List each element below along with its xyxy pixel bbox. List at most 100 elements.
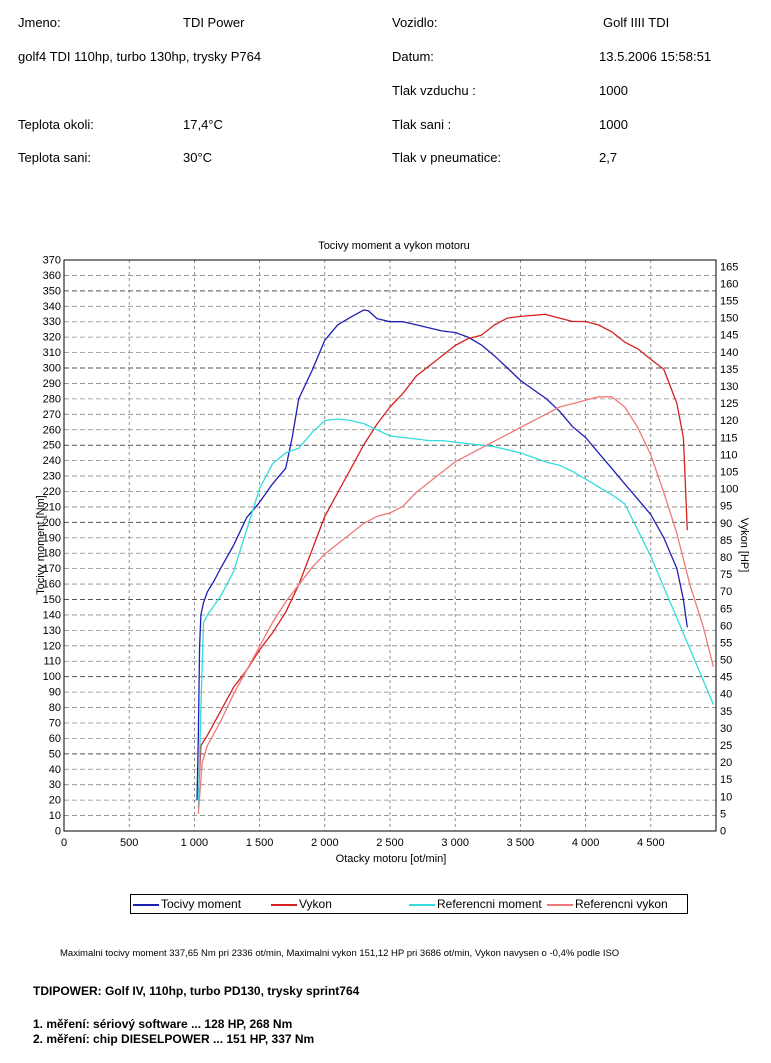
y2-tick-label: 5 bbox=[720, 808, 726, 820]
y-tick-label: 370 bbox=[43, 255, 61, 267]
y2-tick-label: 135 bbox=[720, 364, 738, 376]
x-axis-label: Otacky motoru [ot/min] bbox=[336, 853, 447, 865]
y-tick-label: 160 bbox=[43, 579, 61, 591]
y2-tick-label: 70 bbox=[720, 586, 732, 598]
series-line-2 bbox=[197, 418, 714, 808]
y-tick-label: 330 bbox=[43, 316, 61, 328]
y-tick-label: 20 bbox=[49, 795, 61, 807]
y2-tick-label: 110 bbox=[720, 449, 738, 461]
y2-tick-label: 155 bbox=[720, 296, 738, 308]
y-tick-label: 310 bbox=[43, 347, 61, 359]
y-tick-label: 30 bbox=[49, 779, 61, 791]
legend-label-ref-moment: Referencni moment bbox=[437, 897, 542, 911]
y2-tick-label: 85 bbox=[720, 535, 732, 547]
x-tick-label: 2 500 bbox=[376, 837, 404, 849]
datum-value: 13.5.2006 15:58:51 bbox=[599, 49, 712, 64]
datum-label: Datum: bbox=[392, 49, 434, 64]
measurement-2: 2. měření: chip DIESELPOWER ... 151 HP, … bbox=[33, 1032, 315, 1046]
legend-swatch-ref-vykon bbox=[547, 903, 573, 906]
y2-tick-label: 115 bbox=[720, 432, 738, 444]
x-tick-label: 1 500 bbox=[246, 837, 274, 849]
tlak-sani-label: Tlak sani : bbox=[392, 117, 452, 132]
y-tick-label: 260 bbox=[43, 424, 61, 436]
plot-frame bbox=[63, 259, 717, 832]
y2-tick-label: 60 bbox=[720, 620, 732, 632]
series-line-3 bbox=[197, 396, 715, 814]
y-tick-label: 80 bbox=[49, 702, 61, 714]
y-tick-label: 100 bbox=[43, 671, 61, 683]
y2-tick-label: 100 bbox=[720, 484, 738, 496]
x-tick-label: 2 000 bbox=[311, 837, 339, 849]
tlak-vzduchu-label: Tlak vzduchu : bbox=[392, 83, 476, 98]
y-tick-label: 0 bbox=[55, 826, 61, 838]
y2-tick-label: 125 bbox=[720, 398, 738, 410]
legend-item-moment: Tocivy moment bbox=[133, 897, 241, 911]
y-tick-label: 70 bbox=[49, 717, 61, 729]
series-line-1 bbox=[197, 313, 688, 797]
y-tick-label: 60 bbox=[49, 733, 61, 745]
y2-tick-label: 165 bbox=[720, 261, 738, 273]
vozidlo-value: Golf IIII TDI bbox=[603, 15, 670, 30]
y-tick-label: 170 bbox=[43, 563, 61, 575]
y-tick-label: 110 bbox=[43, 656, 61, 668]
teplota-sani-label: Teplota sani: bbox=[18, 150, 91, 165]
y-tick-label: 290 bbox=[43, 378, 61, 390]
x-tick-label: 4 500 bbox=[637, 837, 665, 849]
y2-tick-label: 150 bbox=[720, 313, 738, 325]
x-tick-label: 3 500 bbox=[507, 837, 535, 849]
y2-tick-label: 10 bbox=[720, 791, 732, 803]
y2-tick-label: 55 bbox=[720, 637, 732, 649]
y2-tick-label: 105 bbox=[720, 466, 738, 478]
y2-tick-label: 160 bbox=[720, 278, 738, 290]
y-tick-label: 50 bbox=[49, 748, 61, 760]
y-axis-label: Tocivy moment [Nm] bbox=[35, 495, 47, 595]
legend-label-ref-vykon: Referencni vykon bbox=[575, 897, 668, 911]
y2-tick-label: 65 bbox=[720, 603, 732, 615]
chart-legend: Tocivy moment Vykon Referencni moment Re… bbox=[130, 894, 688, 914]
y-tick-label: 180 bbox=[43, 548, 61, 560]
y2-tick-label: 25 bbox=[720, 740, 732, 752]
jmeno-label: Jmeno: bbox=[18, 15, 61, 30]
tlak-pneumatice-value: 2,7 bbox=[599, 150, 618, 165]
summary-title: TDIPOWER: Golf IV, 110hp, turbo PD130, t… bbox=[33, 984, 360, 998]
y2-tick-label: 30 bbox=[720, 723, 732, 735]
y-tick-label: 150 bbox=[43, 594, 61, 606]
y-tick-label: 40 bbox=[49, 764, 61, 776]
chart-axes: 0102030405060708090100110120130140150160… bbox=[43, 255, 739, 850]
description-text: golf4 TDI 110hp, turbo 130hp, trysky P76… bbox=[18, 49, 262, 64]
legend-swatch-moment bbox=[133, 903, 159, 906]
legend-item-vykon: Vykon bbox=[271, 897, 332, 911]
y-tick-label: 90 bbox=[49, 687, 61, 699]
y2-tick-label: 45 bbox=[720, 672, 732, 684]
x-tick-label: 4 000 bbox=[572, 837, 600, 849]
chart-series bbox=[196, 309, 715, 814]
teplota-sani-value: 30°C bbox=[183, 150, 213, 165]
y-tick-label: 120 bbox=[43, 640, 61, 652]
y-tick-label: 360 bbox=[43, 270, 61, 282]
y2-tick-label: 145 bbox=[720, 330, 738, 342]
x-tick-label: 3 000 bbox=[441, 837, 469, 849]
y-tick-label: 350 bbox=[43, 285, 61, 297]
y2-tick-label: 90 bbox=[720, 518, 732, 530]
y2-tick-label: 80 bbox=[720, 552, 732, 564]
y2-axis-label: Vykon [HP] bbox=[738, 518, 750, 573]
series-line-0 bbox=[196, 309, 688, 801]
y2-tick-label: 35 bbox=[720, 706, 732, 718]
y-tick-label: 210 bbox=[43, 501, 61, 513]
y2-tick-label: 75 bbox=[720, 569, 732, 581]
y-tick-label: 190 bbox=[43, 532, 61, 544]
chart-grid bbox=[64, 259, 716, 832]
x-tick-label: 1 000 bbox=[181, 837, 209, 849]
chart-title: Tocivy moment a vykon motoru bbox=[318, 240, 470, 252]
x-tick-label: 0 bbox=[61, 837, 67, 849]
y-tick-label: 240 bbox=[43, 455, 61, 467]
dyno-chart: Tocivy moment a vykon motoru 01020304050… bbox=[35, 240, 750, 865]
y-tick-label: 250 bbox=[43, 440, 61, 452]
y-tick-label: 10 bbox=[49, 810, 61, 822]
y2-tick-label: 0 bbox=[720, 826, 726, 838]
y-tick-label: 340 bbox=[43, 301, 61, 313]
legend-item-ref-vykon: Referencni vykon bbox=[547, 897, 668, 911]
jmeno-value: TDI Power bbox=[183, 15, 245, 30]
measurement-1: 1. měření: sériový software ... 128 HP, … bbox=[33, 1017, 293, 1031]
legend-swatch-ref-moment bbox=[409, 903, 435, 906]
